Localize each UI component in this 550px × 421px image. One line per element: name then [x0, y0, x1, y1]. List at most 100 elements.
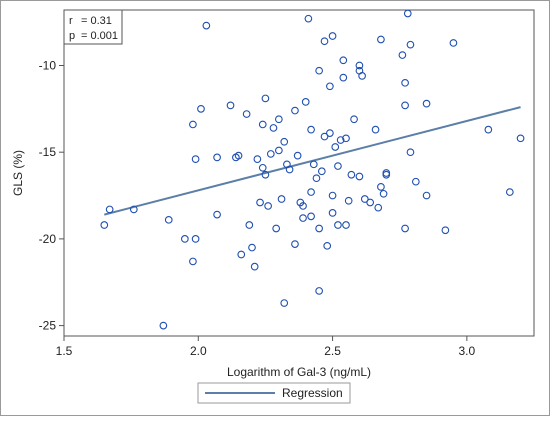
scatter-point	[100, 221, 109, 229]
scatter-point	[277, 195, 286, 203]
scatter-point	[328, 209, 337, 217]
x-tick-label: 1.5	[56, 344, 73, 358]
scatter-point	[280, 137, 289, 146]
scatter-point	[159, 321, 168, 330]
legend-regression-label: Regression	[282, 386, 343, 400]
scatter-point	[320, 132, 329, 141]
scatter-points	[100, 9, 525, 330]
scatter-point	[261, 170, 270, 179]
scatter-point	[516, 134, 525, 143]
scatter-point	[422, 99, 431, 108]
scatter-point	[307, 125, 315, 134]
scatter-point	[377, 183, 385, 191]
stats-r-label: r	[69, 15, 73, 27]
y-tick-label: -10	[39, 58, 57, 72]
scatter-point	[326, 82, 334, 91]
scatter-point	[449, 39, 458, 47]
scatter-point	[189, 120, 197, 129]
scatter-point	[258, 120, 267, 129]
scatter-point	[326, 129, 334, 137]
scatter-point	[315, 287, 323, 295]
scatter-point	[291, 240, 299, 248]
legend: Regression	[197, 382, 351, 404]
scatter-point	[323, 241, 332, 250]
scatter-point	[197, 104, 205, 113]
scatter-point	[339, 73, 348, 82]
scatter-point	[366, 198, 375, 207]
scatter-point	[312, 174, 321, 183]
scatter-point	[189, 257, 197, 266]
scatter-point	[245, 221, 254, 229]
stats-annotation-box: r = 0.31 p = 0.001	[63, 9, 123, 45]
scatter-point	[307, 212, 315, 221]
scatter-point	[191, 235, 200, 243]
scatter-point	[315, 66, 323, 75]
scatter-point	[269, 124, 278, 132]
scatter-point	[377, 35, 385, 44]
scatter-point	[234, 151, 243, 160]
scatter-point	[328, 32, 337, 40]
x-axis-label: Logarithm of Gal-3 (ng/mL)	[227, 365, 371, 379]
scatter-point	[360, 195, 369, 203]
scatter-point	[403, 9, 412, 18]
scatter-point	[328, 191, 337, 200]
scatter-point	[331, 143, 340, 151]
stats-p-value: = 0.001	[81, 30, 118, 42]
scatter-point	[398, 51, 407, 59]
scatter-point	[105, 205, 114, 214]
scatter-point	[242, 110, 251, 118]
scatter-point	[344, 196, 353, 205]
x-axis-ticks: 1.5 2.0 2.5 3.0	[56, 336, 476, 358]
scatter-point	[264, 202, 272, 210]
x-tick-label: 3.0	[459, 344, 476, 358]
plot-area-frame	[63, 9, 535, 337]
scatter-point	[505, 188, 514, 196]
scatter-point	[406, 148, 415, 157]
y-tick-label: -15	[39, 145, 57, 159]
scatter-point	[299, 202, 307, 210]
scatter-point	[355, 61, 364, 70]
y-tick-label: -25	[39, 319, 57, 333]
scatter-point	[164, 215, 173, 224]
scatter-point	[307, 188, 315, 196]
scatter-point	[320, 37, 329, 46]
scatter-point	[202, 21, 211, 30]
scatter-point	[315, 224, 323, 233]
scatter-point	[213, 210, 221, 219]
x-tick-label: 2.0	[190, 344, 207, 358]
scatter-point	[371, 125, 380, 134]
scatter-point	[317, 167, 326, 176]
stats-p-label: p	[69, 30, 75, 42]
scatter-point	[334, 221, 342, 229]
scatter-point	[285, 165, 294, 174]
stats-r-value: = 0.31	[81, 15, 112, 27]
scatter-point	[401, 224, 409, 233]
scatter-point	[213, 153, 221, 162]
scatter-point	[406, 40, 415, 49]
scatter-point	[379, 189, 388, 198]
scatter-point	[256, 198, 264, 207]
scatter-point	[374, 203, 383, 212]
scatter-point	[293, 151, 302, 160]
scatter-point	[336, 136, 345, 144]
scatter-point	[248, 243, 256, 252]
scatter-point	[253, 155, 262, 163]
scatter-point	[334, 162, 342, 170]
scatter-point	[301, 98, 310, 106]
scatter-point	[401, 78, 409, 87]
scatter-point	[299, 214, 307, 222]
scatter-point	[422, 191, 431, 200]
scatter-point	[226, 101, 235, 110]
scatter-point	[382, 170, 391, 179]
scatter-point	[342, 221, 350, 229]
y-axis-label: GLS (%)	[11, 150, 25, 196]
scatter-point	[441, 226, 450, 235]
scatter-point	[304, 14, 313, 23]
scatter-point	[411, 177, 420, 186]
scatter-point	[291, 106, 299, 115]
y-tick-label: -20	[39, 232, 57, 246]
scatter-point	[401, 101, 409, 110]
y-axis-ticks: -10 -15 -20 -25	[39, 58, 64, 333]
